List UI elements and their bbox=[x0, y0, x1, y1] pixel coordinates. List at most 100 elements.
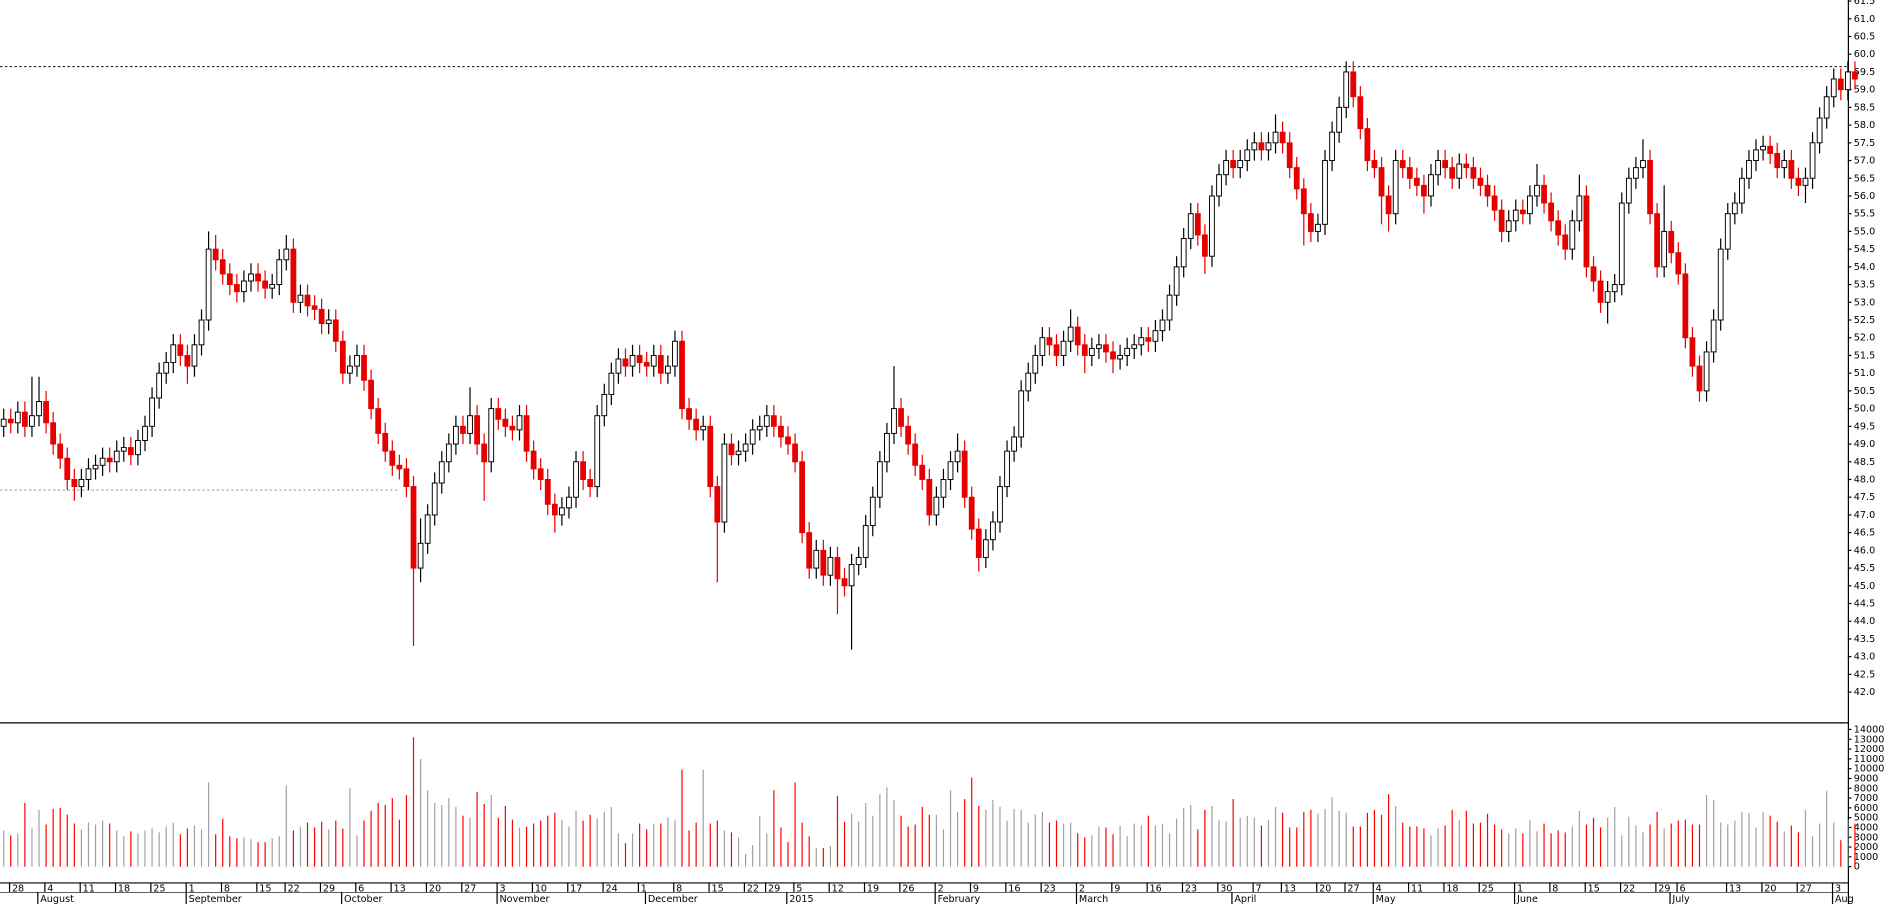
candle-body bbox=[1421, 184, 1427, 197]
y-tick-label: 50.0 bbox=[1854, 404, 1875, 415]
candle-body bbox=[99, 457, 106, 466]
y-tick-label: 43.0 bbox=[1854, 652, 1875, 663]
candle-body bbox=[1117, 354, 1123, 360]
candle-body bbox=[1124, 347, 1131, 356]
x-tick-label: 12 bbox=[832, 883, 844, 894]
candle-body bbox=[954, 450, 961, 463]
candle-body bbox=[1795, 177, 1802, 186]
month-label: September bbox=[189, 894, 242, 904]
month-label: February bbox=[938, 894, 981, 904]
candle-body bbox=[127, 447, 134, 456]
candle-body bbox=[1519, 209, 1526, 215]
candle-body bbox=[1590, 266, 1597, 282]
candle-body bbox=[1661, 230, 1668, 268]
candle-body bbox=[311, 305, 318, 310]
candle-body bbox=[347, 365, 353, 374]
x-tick-label: 27 bbox=[1800, 883, 1812, 894]
candle-body bbox=[1675, 252, 1682, 275]
y-tick-label: 58.5 bbox=[1854, 102, 1875, 113]
candle-body bbox=[1830, 78, 1837, 98]
candle-body bbox=[1512, 209, 1519, 222]
candle-body bbox=[297, 294, 304, 303]
candle-body bbox=[1505, 220, 1512, 232]
candle-body bbox=[1088, 347, 1095, 356]
candle-body bbox=[594, 415, 601, 488]
candle-body bbox=[1816, 117, 1823, 144]
candle-body bbox=[382, 432, 389, 452]
candle-body bbox=[1788, 160, 1795, 179]
x-tick-label: 4 bbox=[1376, 883, 1382, 894]
candle-body bbox=[1322, 160, 1328, 225]
candle-body bbox=[1025, 372, 1032, 392]
candle-body bbox=[1604, 291, 1611, 303]
candle-body bbox=[1633, 167, 1639, 179]
candle-body bbox=[1435, 160, 1441, 176]
candle-body bbox=[1548, 202, 1555, 222]
candle-body bbox=[1230, 160, 1237, 169]
candle-body bbox=[573, 461, 579, 498]
candle-body bbox=[1081, 344, 1088, 356]
y2-tick-label: 2000 bbox=[1854, 842, 1878, 853]
y-tick-label: 45.0 bbox=[1854, 581, 1875, 592]
candle-body bbox=[643, 362, 650, 367]
candle-body bbox=[361, 354, 367, 381]
candle-body bbox=[1329, 131, 1335, 162]
x-tick-label: 25 bbox=[153, 883, 165, 894]
candle-body bbox=[1364, 128, 1371, 162]
y-tick-label: 56.5 bbox=[1854, 173, 1875, 184]
y-tick-label: 51.0 bbox=[1854, 368, 1875, 379]
candle-body bbox=[1760, 145, 1766, 151]
candle-body bbox=[537, 468, 544, 480]
candle-body bbox=[778, 425, 784, 438]
month-label: October bbox=[344, 894, 383, 904]
candle-body bbox=[841, 578, 848, 587]
y-tick-label: 48.0 bbox=[1854, 474, 1875, 485]
candle-body bbox=[707, 425, 714, 488]
x-tick-label: 28 bbox=[12, 883, 24, 894]
month-label: April bbox=[1234, 894, 1256, 904]
candle-body bbox=[474, 415, 480, 445]
candle-body bbox=[262, 280, 269, 289]
candle-body bbox=[905, 425, 912, 445]
candle-body bbox=[664, 365, 671, 374]
candle-body bbox=[926, 479, 933, 516]
candle-body bbox=[481, 443, 488, 463]
candle-body bbox=[968, 496, 975, 530]
y2-tick-label: 13000 bbox=[1854, 734, 1885, 745]
candle-body bbox=[700, 425, 707, 431]
x-tick-label: 25 bbox=[1482, 883, 1494, 894]
x-tick-label: 19 bbox=[867, 883, 879, 894]
candle-body bbox=[1555, 220, 1562, 236]
y-tick-label: 59.0 bbox=[1854, 85, 1875, 96]
candle-body bbox=[869, 496, 876, 527]
x-tick-label: 11 bbox=[83, 883, 95, 894]
candle-body bbox=[1237, 160, 1244, 169]
x-tick-label: 15 bbox=[259, 883, 271, 894]
y-tick-label: 44.0 bbox=[1854, 616, 1875, 627]
y-tick-label: 44.5 bbox=[1854, 599, 1875, 610]
candle-body bbox=[615, 358, 622, 374]
candle-body bbox=[834, 556, 841, 580]
candle-body bbox=[1279, 131, 1286, 144]
y2-tick-label: 0 bbox=[1854, 862, 1860, 873]
y-tick-label: 43.5 bbox=[1854, 634, 1875, 645]
y-tick-label: 60.5 bbox=[1854, 32, 1875, 43]
y2-tick-label: 10000 bbox=[1854, 764, 1885, 775]
candle-body bbox=[608, 372, 615, 395]
candle-body bbox=[36, 401, 42, 417]
candle-body bbox=[742, 443, 749, 452]
candle-body bbox=[1456, 163, 1463, 179]
candle-body bbox=[1767, 145, 1774, 154]
candle-body bbox=[1449, 167, 1456, 179]
candle-body bbox=[1300, 188, 1307, 215]
candle-body bbox=[163, 362, 170, 374]
candle-body bbox=[424, 514, 431, 544]
y-tick-label: 46.5 bbox=[1854, 528, 1875, 539]
candle-body bbox=[1498, 209, 1505, 232]
y-tick-label: 51.5 bbox=[1854, 350, 1875, 361]
candle-body bbox=[57, 443, 64, 459]
month-label: May bbox=[1376, 894, 1396, 904]
candle-body bbox=[735, 450, 742, 456]
candle-body bbox=[325, 319, 332, 325]
y2-tick-label: 5000 bbox=[1854, 813, 1878, 824]
